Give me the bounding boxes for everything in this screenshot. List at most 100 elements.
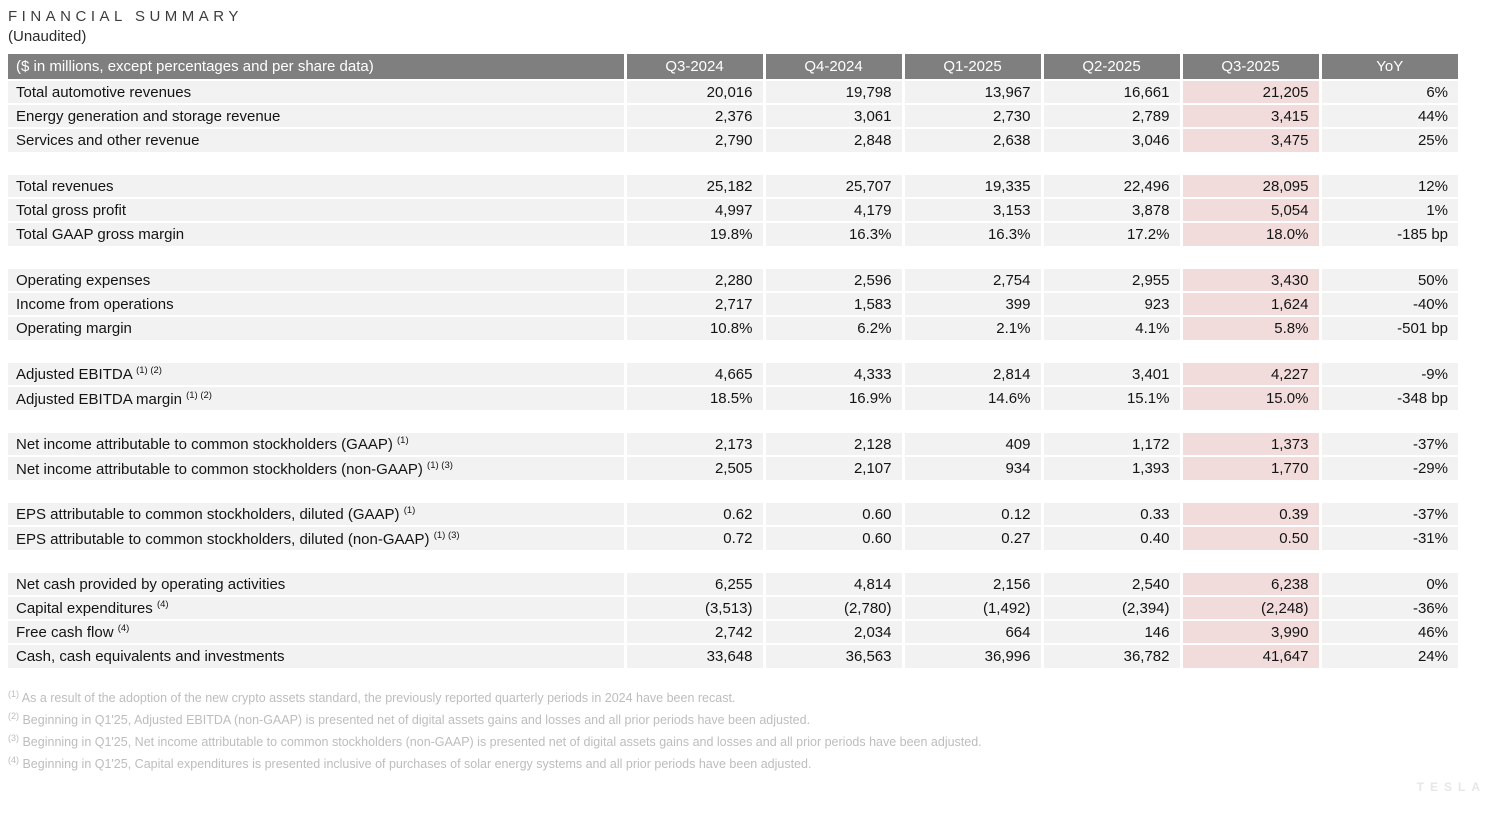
row-label: EPS attributable to common stockholders,… — [8, 525, 625, 550]
cell-q2-2025: 3,878 — [1040, 197, 1181, 222]
cell-q3-2024: 2,717 — [623, 291, 764, 316]
cell-q1-2025: 2.1% — [901, 315, 1042, 340]
cell-q2-2025: 2,955 — [1040, 267, 1181, 292]
cell-q1-2025: 664 — [901, 619, 1042, 644]
row-label: Energy generation and storage revenue — [8, 103, 625, 128]
cell-q3-2024: 6,255 — [623, 571, 764, 596]
table-row: Cash, cash equivalents and investments 33… — [8, 643, 1458, 668]
footnote-marker: (3) — [8, 733, 19, 744]
table-row: Total automotive revenues 20,016 19,798 13,… — [8, 79, 1458, 104]
cell-q3-2024: 10.8% — [623, 315, 764, 340]
footnote: (1) As a result of the adoption of the n… — [8, 689, 736, 706]
cell-q3-2025: 21,205 — [1179, 79, 1320, 104]
row-label: Net income attributable to common stockh… — [8, 455, 625, 480]
footnote-ref: (4) — [117, 623, 130, 634]
cell-q4-2024: 2,848 — [762, 127, 903, 152]
cell-q3-2024: 2,742 — [623, 619, 764, 644]
cell-yoy: 6% — [1318, 79, 1458, 104]
cell-yoy: 25% — [1318, 127, 1458, 152]
cell-q1-2025: 14.6% — [901, 385, 1042, 410]
cell-q3-2025: 0.39 — [1179, 501, 1320, 526]
cell-q3-2025: 5,054 — [1179, 197, 1320, 222]
cell-q3-2025: 3,430 — [1179, 267, 1320, 292]
cell-yoy: 0% — [1318, 571, 1458, 596]
row-label: Operating margin — [8, 315, 625, 340]
footnote-ref: (4) — [156, 599, 169, 610]
cell-q1-2025: 2,754 — [901, 267, 1042, 292]
table-row: Net cash provided by operating activitie… — [8, 571, 1458, 596]
cell-q4-2024: 36,563 — [762, 643, 903, 668]
footnote-marker: (2) — [8, 711, 19, 722]
cell-q4-2024: 4,333 — [762, 361, 903, 386]
table-row: Energy generation and storage revenue 2,3… — [8, 103, 1458, 128]
cell-q1-2025: 16.3% — [901, 221, 1042, 246]
cell-q4-2024: 19,798 — [762, 79, 903, 104]
row-label: Net cash provided by operating activitie… — [8, 571, 625, 596]
table-row: EPS attributable to common stockholders,… — [8, 501, 1458, 526]
row-label: Free cash flow (4) — [8, 619, 625, 644]
cell-yoy: -36% — [1318, 595, 1458, 620]
cell-q2-2025: 1,172 — [1040, 431, 1181, 456]
cell-q1-2025: 36,996 — [901, 643, 1042, 668]
table-row: Total gross profit 4,997 4,179 3,153 3,878 5,… — [8, 197, 1458, 222]
footnote-ref: (1) (3) — [433, 529, 460, 541]
footnotes: (1) As a result of the adoption of the n… — [8, 685, 1458, 774]
cell-q1-2025: 934 — [901, 455, 1042, 480]
table-body: Total automotive revenues 20,016 19,798 13,… — [8, 79, 1458, 668]
footnote-ref: (1) (2) — [136, 365, 162, 376]
cell-yoy: -40% — [1318, 291, 1458, 316]
column-header-q2-2025: Q2-2025 — [1040, 54, 1181, 80]
row-label: Net income attributable to common stockh… — [8, 431, 625, 456]
cell-q4-2024: 0.60 — [762, 501, 903, 526]
cell-q2-2025: (2,394) — [1040, 595, 1181, 620]
cell-q2-2025: 4.1% — [1040, 315, 1181, 340]
row-label: Adjusted EBITDA (1) (2) — [8, 361, 625, 386]
cell-yoy: -185 bp — [1318, 221, 1458, 246]
cell-q3-2024: 18.5% — [623, 385, 764, 410]
cell-q1-2025: 13,967 — [901, 79, 1042, 104]
section-spacer — [8, 480, 1458, 502]
cell-q2-2025: 146 — [1040, 619, 1181, 644]
cell-q3-2025: 5.8% — [1179, 315, 1320, 340]
cell-q2-2025: 0.40 — [1040, 525, 1181, 550]
cell-q3-2025: 6,238 — [1179, 571, 1320, 596]
cell-q3-2025: 3,475 — [1179, 127, 1320, 152]
cell-q3-2024: 0.62 — [623, 501, 764, 526]
cell-q1-2025: 0.12 — [901, 501, 1042, 526]
cell-q2-2025: 36,782 — [1040, 643, 1181, 668]
table-row: Operating margin 10.8% 6.2% 2.1% 4.1% 5.8% -50… — [8, 315, 1458, 340]
column-header-q4-2024: Q4-2024 — [762, 54, 903, 80]
table-row: Net income attributable to common stockh… — [8, 431, 1458, 456]
row-label: Services and other revenue — [8, 127, 625, 152]
cell-q3-2025: 41,647 — [1179, 643, 1320, 668]
row-label: Capital expenditures (4) — [8, 595, 625, 620]
cell-q4-2024: 2,107 — [762, 455, 903, 480]
cell-yoy: 50% — [1318, 267, 1458, 292]
footnote-ref: (1) (2) — [186, 389, 212, 401]
cell-q4-2024: 25,707 — [762, 173, 903, 198]
section-spacer — [8, 410, 1458, 432]
cell-q2-2025: 923 — [1040, 291, 1181, 316]
cell-q1-2025: 19,335 — [901, 173, 1042, 198]
cell-yoy: 12% — [1318, 173, 1458, 198]
cell-yoy: -29% — [1318, 455, 1458, 480]
cell-q3-2025: 1,770 — [1179, 455, 1320, 480]
table-row: Operating expenses 2,280 2,596 2,754 2,955 3,… — [8, 267, 1458, 292]
cell-q2-2025: 1,393 — [1040, 455, 1181, 480]
cell-q3-2024: 2,173 — [623, 431, 764, 456]
cell-q3-2025: 18.0% — [1179, 221, 1320, 246]
table-header-row: ($ in millions, except percentages and p… — [8, 54, 1458, 80]
column-header-yoy: YoY — [1318, 54, 1458, 80]
cell-q4-2024: 4,179 — [762, 197, 903, 222]
cell-q3-2024: 2,376 — [623, 103, 764, 128]
cell-yoy: 24% — [1318, 643, 1458, 668]
cell-q3-2024: 4,997 — [623, 197, 764, 222]
cell-q1-2025: (1,492) — [901, 595, 1042, 620]
cell-yoy: -37% — [1318, 501, 1458, 526]
cell-q3-2024: 20,016 — [623, 79, 764, 104]
footnote: (2) Beginning in Q1'25, Adjusted EBITDA … — [8, 711, 811, 728]
table-row: Capital expenditures (4) (3,513) (2,780) (1… — [8, 595, 1458, 620]
cell-yoy: -501 bp — [1318, 315, 1458, 340]
footnote: (3) Beginning in Q1'25, Net income attri… — [8, 733, 982, 750]
cell-q3-2024: 33,648 — [623, 643, 764, 668]
